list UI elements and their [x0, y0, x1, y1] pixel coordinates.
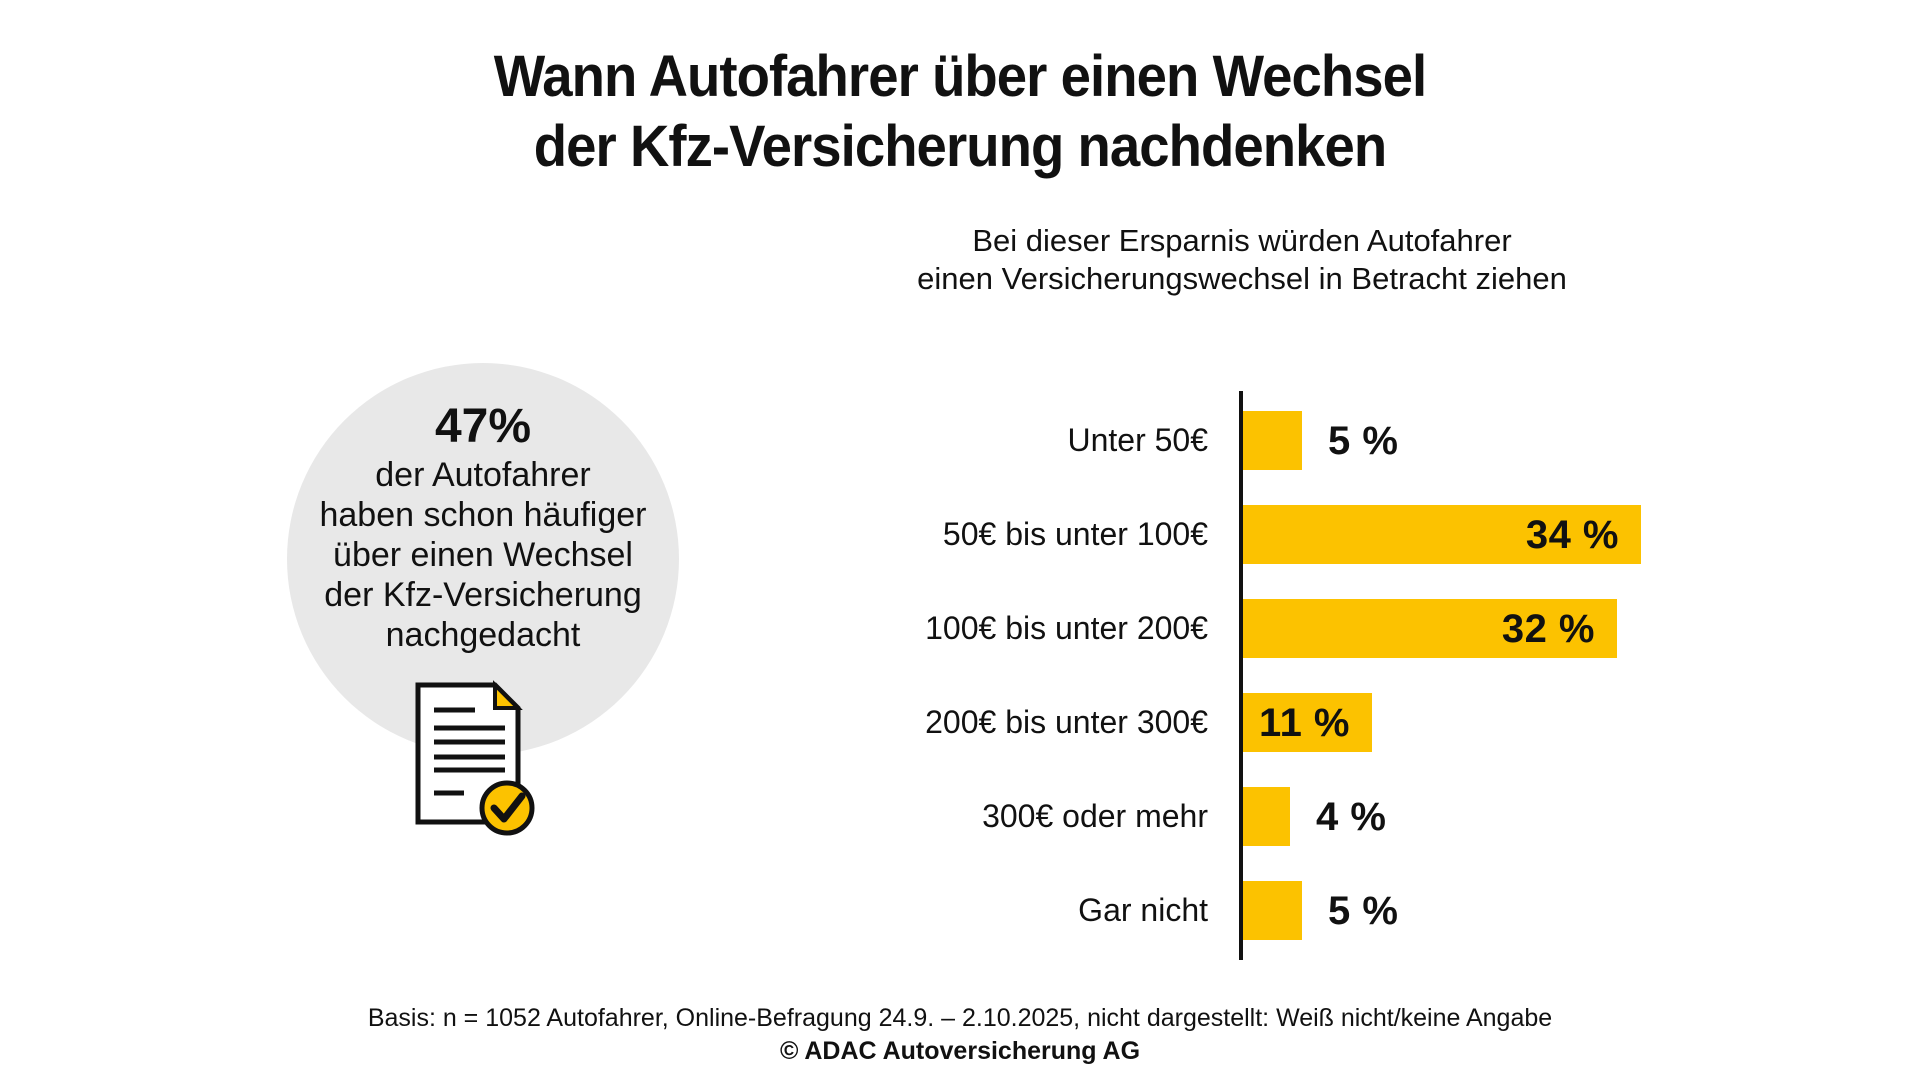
value-label: 4 % — [1316, 795, 1387, 839]
stat-line: der Kfz-Versicherung — [324, 576, 642, 614]
chart-title-line2: einen Versicherungswechsel in Betracht z… — [917, 261, 1567, 296]
bar — [1243, 693, 1372, 752]
stat-text: 47% der Autofahrer haben schon häufiger … — [267, 399, 699, 655]
category-label: Unter 50€ — [1067, 422, 1208, 458]
stat-line: der Autofahrer — [375, 456, 591, 494]
stat-line: nachgedacht — [385, 616, 581, 654]
stat-value: 47% — [434, 400, 532, 453]
stat-line: haben schon häufiger — [319, 496, 647, 534]
chart-axis-line — [1239, 391, 1243, 960]
category-label: 300€ oder mehr — [982, 798, 1208, 834]
document-checkmark-icon — [415, 680, 535, 836]
document-text-lines — [434, 707, 505, 796]
value-label: 11 % — [1259, 701, 1350, 745]
chart-title-line1: Bei dieser Ersparnis würden Autofahrer — [972, 223, 1512, 258]
footer-basis-note: Basis: n = 1052 Autofahrer, Online-Befra… — [367, 1004, 1553, 1032]
bar — [1243, 599, 1617, 658]
value-label: 5 % — [1328, 419, 1399, 463]
category-label: Gar nicht — [1078, 892, 1208, 928]
bar — [1243, 411, 1302, 470]
bar — [1243, 881, 1302, 940]
bar — [1243, 505, 1641, 564]
page-title: Wann Autofahrer über einen Wechsel der K… — [58, 42, 1863, 182]
category-label: 200€ bis unter 300€ — [925, 704, 1208, 740]
page-title-line1: Wann Autofahrer über einen Wechsel — [493, 44, 1427, 109]
value-label: 32 % — [1501, 607, 1595, 651]
category-label: 100€ bis unter 200€ — [925, 610, 1208, 646]
stat-line: über einen Wechsel — [333, 536, 633, 574]
value-label: 34 % — [1525, 513, 1619, 557]
value-label: 5 % — [1328, 889, 1399, 933]
chart-title: Bei dieser Ersparnis würden Autofahrer e… — [742, 222, 1742, 298]
category-label: 50€ bis unter 100€ — [942, 516, 1208, 552]
footer-copyright: © ADAC Autoversicherung AG — [779, 1037, 1141, 1065]
bar — [1243, 787, 1290, 846]
page-title-line2: der Kfz-Versicherung nachdenken — [533, 114, 1387, 179]
stat-circle: 47% der Autofahrer haben schon häufiger … — [287, 363, 679, 755]
